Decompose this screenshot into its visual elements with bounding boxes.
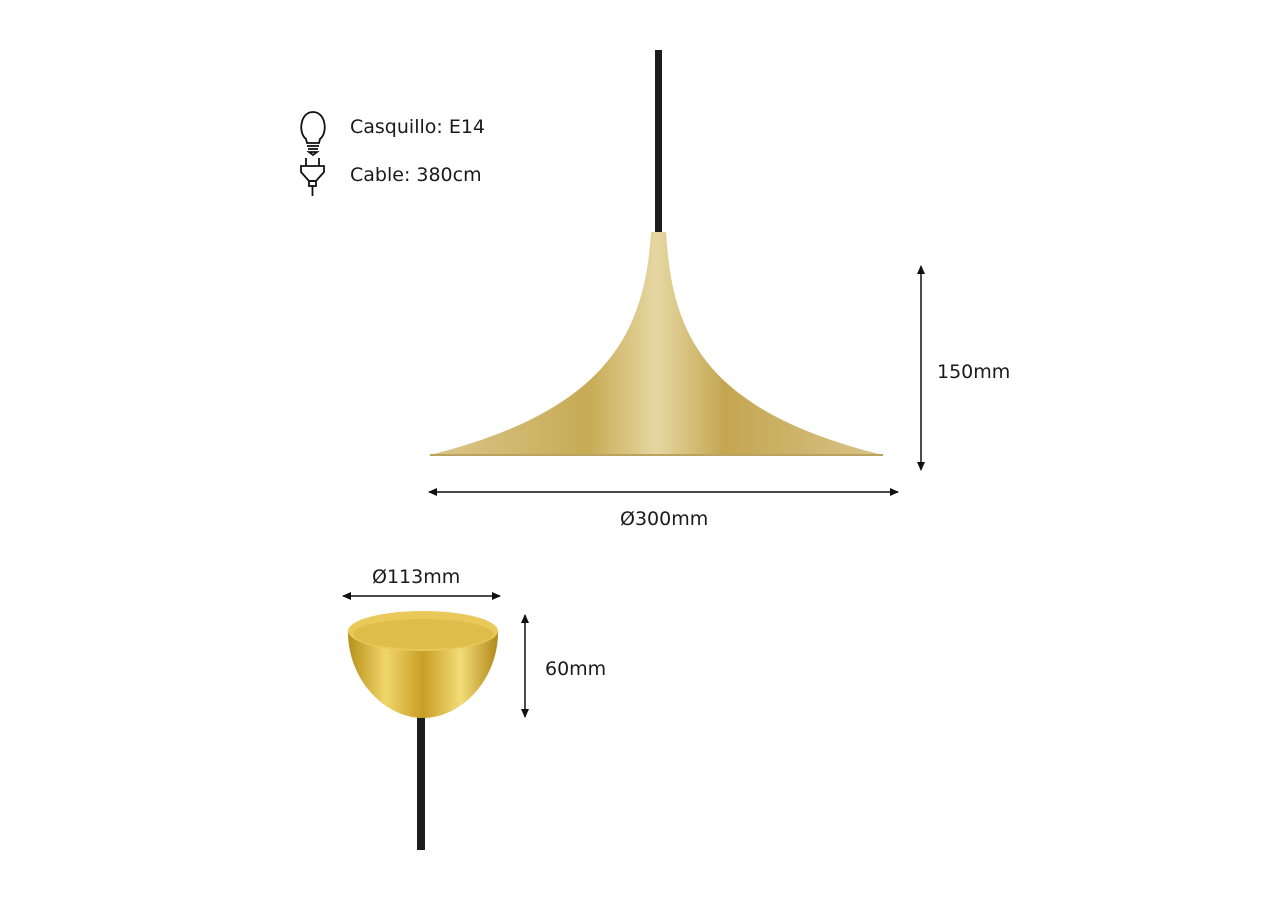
- canopy-diameter-label: Ø113mm: [372, 566, 461, 588]
- cable-spec: Cable: 380cm: [350, 164, 482, 186]
- socket-spec: Casquillo: E14: [350, 116, 485, 138]
- canopy-height-label: 60mm: [545, 658, 607, 680]
- canopy-cable: [417, 700, 425, 850]
- ceiling-canopy: [348, 632, 498, 718]
- light-bulb-icon: [300, 111, 326, 157]
- shade-height-label: 150mm: [937, 361, 1011, 383]
- plug-icon: [300, 158, 325, 196]
- shade-cable: [655, 50, 662, 235]
- shade-diameter-label: Ø300mm: [620, 508, 709, 530]
- pendant-shade: [430, 232, 883, 455]
